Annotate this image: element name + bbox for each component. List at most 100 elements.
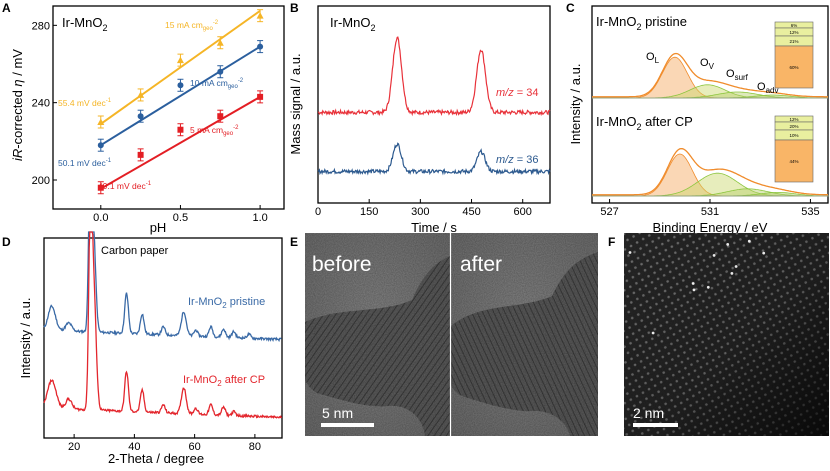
panel-d-frame [43, 237, 283, 439]
bright-atom [726, 243, 730, 246]
slope-50: 50.1 mV dec-1 [58, 158, 112, 168]
data-point [137, 151, 144, 158]
c-xtick-label: 535 [801, 206, 819, 218]
bright-atom [691, 282, 695, 285]
panel-c-title-top: Ir-MnO2 pristine [596, 14, 687, 32]
label-ov: OV [700, 57, 715, 71]
b-xtick-label: 450 [462, 206, 480, 218]
bar-segment-label: 6% [791, 23, 798, 28]
b-xtick-label: 0 [315, 206, 321, 218]
data-point [257, 43, 264, 50]
scalebar-e-label: 5 nm [322, 405, 353, 421]
bar-segment [774, 139, 814, 183]
label-mz34: m/z = 34 [496, 87, 539, 99]
label-oadv: Oadv [757, 81, 778, 95]
bar-segment-label: 10% [789, 133, 798, 138]
panel-a-xlabel: pH [150, 220, 167, 235]
bar-segment-label: 21% [789, 39, 798, 44]
slope-49: 49.1 mV dec-1 [98, 181, 152, 191]
label-pristine: Ir-MnO2 pristine [188, 296, 265, 310]
scalebar-f [633, 423, 678, 427]
mz34-trace [317, 36, 551, 117]
data-point [177, 126, 184, 133]
bar-segment-label: 12% [789, 30, 798, 35]
b-xtick-label: 600 [514, 206, 532, 218]
slope-55: 55.4 mV dec-1 [58, 98, 112, 108]
annotation-5ma: 5 mA cmgeo-2 [190, 125, 239, 137]
b-xtick-label: 150 [360, 206, 378, 218]
panel-d: D 20 40 60 80 Carbon paper Ir-MnO2 pristine… [2, 231, 283, 466]
panel-b-xlabel: Time / s [411, 220, 457, 235]
caption-before: before [312, 253, 372, 276]
xps-envelope [592, 147, 828, 196]
caption-after: after [460, 253, 502, 276]
panel-a-ticks: 0.0 0.5 1.0 200 240 280 [32, 20, 268, 224]
b-xtick-label: 300 [411, 206, 429, 218]
data-point [216, 39, 224, 46]
panel-d-ticks: 20 40 60 80 [68, 434, 261, 453]
data-point [217, 68, 224, 75]
data-point [256, 12, 264, 19]
label-after-cp: Ir-MnO2 after CP [183, 374, 265, 388]
scalebar-f-label: 2 nm [633, 405, 664, 421]
label-osurf: Osurf [726, 68, 749, 82]
panel-label-a: A [2, 1, 11, 15]
d-xtick-label: 40 [128, 441, 140, 453]
panel-b: B Ir-MnO2 0 150 300 450 600 m/z = 34 m/z = 3… [288, 1, 551, 235]
composition-bar-pristine: 6% 12% 21% 60% [774, 21, 814, 89]
d-xtick-label: 20 [68, 441, 80, 453]
data-point [137, 91, 145, 98]
panel-b-ticks: 0 150 300 450 600 [315, 199, 532, 218]
panel-label-e: E [290, 235, 298, 249]
panel-a-title: Ir-MnO2 [62, 15, 107, 33]
data-point [97, 184, 104, 191]
label-mz36: m/z = 36 [496, 154, 539, 166]
panel-c-title-bottom: Ir-MnO2 after CP [596, 114, 693, 132]
bar-segment [774, 45, 814, 89]
data-point [257, 93, 264, 100]
panel-a: A Ir-MnO2 0.0 0.5 1.0 200 240 280 pH iR-corre… [2, 1, 285, 235]
panel-e: E before after 5 nm [290, 233, 598, 436]
panel-label-f: F [608, 235, 615, 249]
data-point [217, 113, 224, 120]
a-xtick-label: 0.0 [93, 212, 108, 224]
bar-segment-label: 20% [789, 124, 798, 129]
d-xtick-label: 60 [189, 441, 201, 453]
panel-c-plot [592, 52, 829, 197]
bar-segment-label: 44% [789, 159, 798, 164]
bar-segment-label: 12% [789, 117, 798, 122]
panel-c: C Ir-MnO2 pristine Ir-MnO2 after CP OL O… [566, 1, 829, 235]
panel-a-ylabel: iR-corrected η / mV [10, 49, 25, 161]
data-point [177, 82, 184, 89]
scalebar-e [321, 423, 374, 427]
composition-bar-after: 12% 20% 10% 44% [774, 115, 814, 183]
bright-atom [730, 272, 734, 275]
data-point [176, 56, 184, 64]
tem-after-image [451, 233, 598, 436]
panel-d-xlabel: 2-Theta / degree [108, 451, 204, 466]
annotation-15ma: 15 mA cmgeo-2 [165, 20, 219, 32]
d-xtick-label: 80 [249, 441, 261, 453]
stem-image [624, 233, 829, 436]
tem-before-image [305, 233, 450, 436]
bright-atom [712, 254, 716, 257]
data-point [97, 142, 104, 149]
panel-b-title: Ir-MnO2 [330, 15, 375, 33]
annotation-10ma: 10 mA cmgeo-2 [190, 78, 244, 90]
data-point [137, 113, 144, 120]
panel-label-c: C [566, 1, 575, 15]
fit-line [100, 96, 261, 190]
a-ytick-label: 280 [32, 20, 50, 32]
bright-atom [747, 239, 751, 243]
fit-line [100, 10, 261, 125]
single-atom-sites [628, 239, 766, 335]
bright-atom [762, 251, 766, 255]
xrd-after-trace [43, 231, 283, 420]
panel-label-d: D [2, 235, 11, 249]
panel-b-frame [317, 5, 551, 204]
panel-c-xlabel: Binding Energy / eV [653, 220, 768, 235]
xrd-pristine-trace [43, 231, 282, 343]
panel-f: F 2 nm [608, 233, 829, 436]
fit-line [100, 45, 261, 147]
